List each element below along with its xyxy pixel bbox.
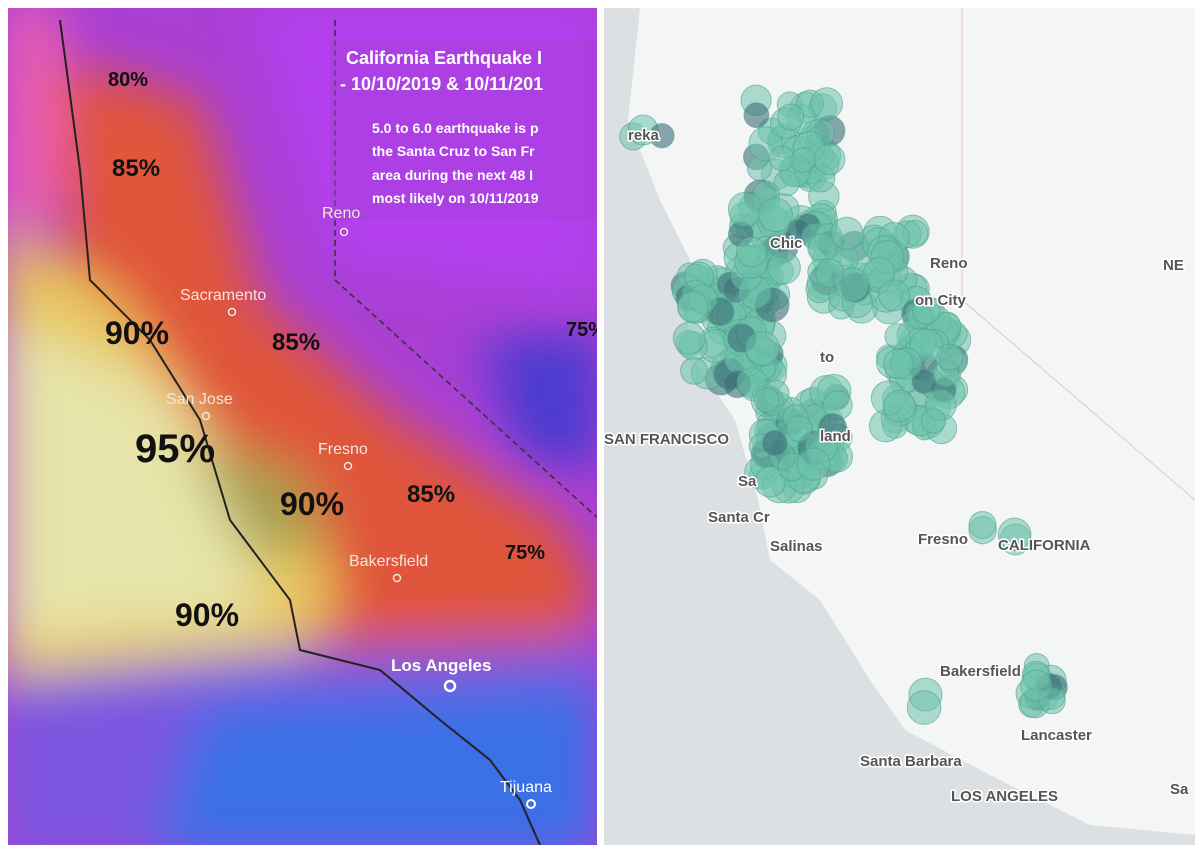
earthquake-dot <box>815 258 845 288</box>
earthquake-dot <box>736 236 768 268</box>
earthquake-dot <box>672 321 706 355</box>
probability-label: 85% <box>407 481 455 508</box>
title: California Earthquake I <box>346 48 542 68</box>
earthquake-dot <box>680 356 708 385</box>
earthquake-dot <box>936 343 964 371</box>
place-label: land <box>820 428 851 445</box>
place-label: CALIFORNIA <box>998 537 1091 554</box>
left-map: California Earthquake I - 10/10/2019 & 1… <box>8 8 606 845</box>
probability-label: 90% <box>175 597 239 633</box>
earthquake-dot <box>818 413 847 442</box>
place-label: NE <box>1163 257 1184 274</box>
place-label: Santa Barbara <box>860 753 962 770</box>
earthquake-dot <box>920 408 947 434</box>
body-text: 5.0 to 6.0 earthquake is p <box>372 120 539 136</box>
earthquake-dot <box>906 690 942 725</box>
city-label: Sacramento <box>180 287 266 304</box>
earthquake-dot <box>743 102 770 129</box>
place-label: LOS ANGELES <box>951 788 1058 805</box>
right-map: reka Chic Reno on City NE SAN FRANCISCO … <box>604 8 1195 845</box>
title: - 10/10/2019 & 10/11/201 <box>340 74 543 94</box>
earthquake-dot <box>997 517 1032 552</box>
earthquake-dot <box>883 348 914 380</box>
earthquake-dot <box>754 465 787 498</box>
probability-label: 95% <box>135 427 215 471</box>
place-label: SAN FRANCISCO <box>604 431 729 448</box>
earthquake-dot <box>878 279 911 312</box>
earthquake-dot <box>813 143 846 176</box>
earthquake-dot <box>677 291 709 323</box>
place-label: on City <box>915 292 966 309</box>
city-label: Reno <box>322 205 360 222</box>
earthquake-dot <box>727 191 763 227</box>
place-label: Lancaster <box>1021 727 1092 744</box>
place-label: Chic <box>770 235 803 252</box>
earthquake-dot <box>758 197 793 233</box>
earthquake-dot <box>1020 669 1053 702</box>
city-label: San Jose <box>166 391 233 408</box>
place-label: reka <box>628 127 660 144</box>
body-text: area during the next 48 I <box>372 167 533 183</box>
earthquake-dot <box>767 250 801 285</box>
city-label: Los Angeles <box>391 656 491 675</box>
probability-label: 85% <box>112 155 160 182</box>
earthquake-dot <box>753 387 780 413</box>
probability-label: 85% <box>272 329 320 356</box>
body-text: the Santa Cruz to San Fr <box>372 143 535 159</box>
earthquake-dot <box>777 103 805 131</box>
place-label: Fresno <box>918 531 968 548</box>
earthquake-dot <box>810 87 844 120</box>
earthquake-dot <box>768 145 795 172</box>
probability-label: 75% <box>566 319 606 341</box>
city-label: Tijuana <box>500 779 552 796</box>
earthquake-points <box>619 84 1068 725</box>
body-text: most likely on 10/11/2019 <box>372 190 539 206</box>
place-label: Reno <box>930 255 968 272</box>
earthquake-dot <box>649 123 675 149</box>
earthquake-dot <box>785 415 813 442</box>
place-label: Sa <box>738 473 757 490</box>
earthquake-dot <box>911 295 941 325</box>
earthquake-dot <box>830 216 864 250</box>
probability-label: 90% <box>105 315 169 351</box>
earthquake-dot <box>796 447 831 481</box>
earthquake-dot <box>884 323 911 350</box>
place-label: to <box>820 349 834 366</box>
earthquake-dot <box>883 389 916 423</box>
earthquake-dot <box>761 429 788 456</box>
probability-label: 75% <box>505 542 545 564</box>
probability-label: 80% <box>108 69 148 91</box>
place-label: Sa <box>1170 781 1189 798</box>
city-label: Bakersfield <box>349 553 428 570</box>
earthquake-dot <box>745 330 781 366</box>
place-label: Bakersfield <box>940 663 1021 680</box>
place-label: Salinas <box>770 538 823 555</box>
earthquake-dot <box>968 510 997 539</box>
city-label: Fresno <box>318 441 368 458</box>
probability-label: 90% <box>280 486 344 522</box>
place-label: Santa Cr <box>708 509 770 526</box>
